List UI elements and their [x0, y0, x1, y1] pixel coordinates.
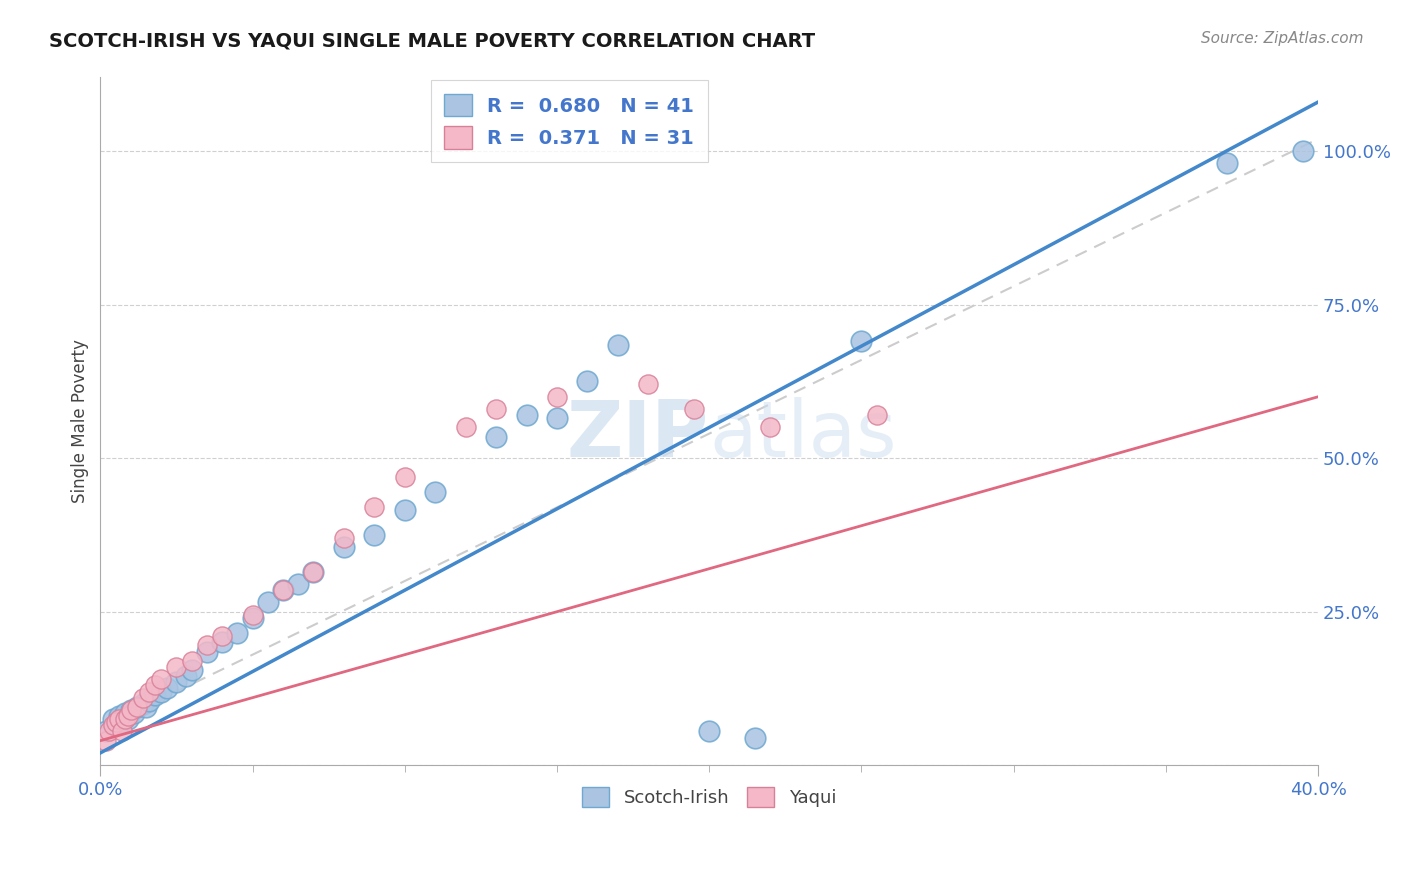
Point [759, 420, 782, 434]
Point [135, 699, 157, 714]
Point [150, 672, 173, 686]
Point [866, 408, 889, 422]
Point [516, 408, 538, 422]
Point [851, 334, 873, 349]
Text: ZIP: ZIP [567, 397, 709, 473]
Point [156, 681, 179, 696]
Point [150, 684, 173, 698]
Point [138, 694, 160, 708]
Point [697, 724, 720, 739]
Point [454, 420, 477, 434]
Point [1292, 144, 1315, 158]
Point [114, 706, 136, 720]
Point [302, 565, 325, 579]
Point [143, 678, 166, 692]
Point [96, 724, 118, 739]
Point [211, 629, 233, 643]
Point [132, 697, 155, 711]
Point [174, 669, 197, 683]
Point [226, 626, 249, 640]
Point [117, 712, 139, 726]
Point [683, 402, 706, 417]
Text: Source: ZipAtlas.com: Source: ZipAtlas.com [1201, 31, 1364, 46]
Point [1216, 156, 1239, 170]
Text: atlas: atlas [709, 397, 897, 473]
Point [122, 706, 145, 720]
Point [744, 731, 766, 745]
Point [546, 390, 568, 404]
Y-axis label: Single Male Poverty: Single Male Poverty [72, 339, 89, 503]
Legend: Scotch-Irish, Yaqui: Scotch-Irish, Yaqui [575, 780, 844, 814]
Text: SCOTCH-IRISH VS YAQUI SINGLE MALE POVERTY CORRELATION CHART: SCOTCH-IRISH VS YAQUI SINGLE MALE POVERT… [49, 31, 815, 50]
Point [111, 724, 134, 739]
Point [485, 430, 508, 444]
Point [363, 500, 385, 515]
Point [256, 595, 278, 609]
Point [101, 712, 124, 726]
Point [425, 485, 447, 500]
Point [125, 699, 148, 714]
Point [166, 660, 188, 674]
Point [287, 577, 309, 591]
Point [104, 715, 127, 730]
Point [96, 733, 118, 747]
Point [546, 411, 568, 425]
Point [138, 684, 160, 698]
Point [195, 639, 218, 653]
Point [394, 469, 416, 483]
Point [333, 531, 356, 545]
Point [114, 712, 136, 726]
Point [271, 583, 294, 598]
Point [132, 690, 155, 705]
Point [180, 654, 202, 668]
Point [271, 583, 294, 598]
Point [211, 635, 233, 649]
Point [120, 703, 142, 717]
Point [180, 663, 202, 677]
Point [333, 540, 356, 554]
Point [485, 402, 508, 417]
Point [107, 712, 129, 726]
Point [166, 675, 188, 690]
Point [242, 607, 264, 622]
Point [242, 611, 264, 625]
Point [606, 337, 628, 351]
Point [363, 528, 385, 542]
Point [107, 709, 129, 723]
Point [120, 703, 142, 717]
Point [117, 709, 139, 723]
Point [302, 565, 325, 579]
Point [111, 715, 134, 730]
Point [143, 688, 166, 702]
Point [98, 724, 121, 739]
Point [576, 375, 599, 389]
Point [104, 718, 127, 732]
Point [394, 503, 416, 517]
Point [125, 699, 148, 714]
Point [637, 377, 659, 392]
Point [101, 718, 124, 732]
Point [195, 644, 218, 658]
